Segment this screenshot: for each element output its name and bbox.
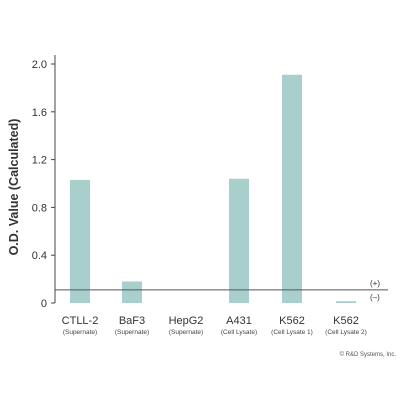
bar: [336, 301, 356, 303]
x-category-sublabel: (Cell Lysate): [221, 329, 257, 336]
y-axis-label: O.D. Value (Calculated): [7, 119, 21, 256]
x-labels-group: CTLL-2 (Supernate) BaF3 (Supernate) HepG2 (Su…: [62, 315, 367, 336]
bar: [122, 281, 142, 303]
x-category-label: K562: [333, 315, 359, 327]
y-tick-label: 1.6: [32, 107, 47, 119]
x-category-label: K562: [279, 315, 305, 327]
x-category-sublabel: (Cell Lysate 2): [325, 329, 367, 336]
copyright-credit: © R&D Systems, Inc.: [340, 351, 397, 358]
y-tick-label: 0.8: [32, 202, 47, 214]
y-tick-label: 1.2: [32, 155, 47, 167]
bars-group: [70, 74, 356, 303]
y-tick-label: 0: [41, 298, 47, 310]
bar: [229, 178, 249, 303]
bar: [282, 74, 302, 303]
x-category-sublabel: (Supernate): [115, 329, 149, 336]
y-ticks-group: 0 0.4 0.8 1.2 1.6 2.0: [32, 59, 55, 310]
x-category-sublabel: (Supernate): [169, 329, 203, 336]
x-category-label: CTLL-2: [62, 315, 99, 327]
x-category-sublabel: (Supernate): [63, 329, 97, 336]
x-category-label: HepG2: [169, 315, 204, 327]
x-category-label: A431: [226, 315, 252, 327]
y-tick-label: 2.0: [32, 59, 47, 71]
threshold-negative-label: (–): [370, 293, 380, 302]
y-tick-label: 0.4: [32, 250, 47, 262]
x-category-label: BaF3: [119, 315, 145, 327]
bar: [70, 179, 90, 303]
threshold-positive-label: (+): [370, 279, 380, 288]
x-category-sublabel: (Cell Lysate 1): [271, 329, 313, 336]
